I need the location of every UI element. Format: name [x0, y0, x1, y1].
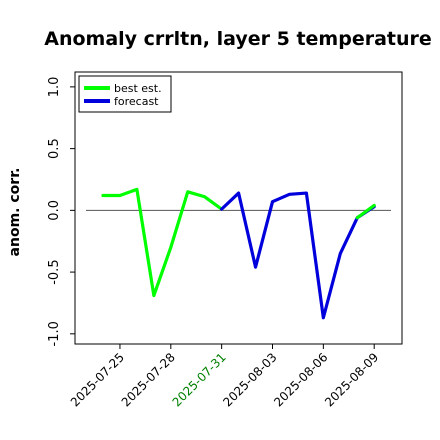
y-tick-label: -0.5 — [47, 259, 62, 284]
x-axis-ticks: 2025-07-252025-07-282025-07-312025-08-03… — [68, 344, 381, 409]
series-line-best-est — [101, 187, 224, 298]
legend-box — [78, 75, 172, 113]
series-line-forecast — [220, 191, 376, 320]
series-layer — [101, 187, 376, 320]
x-tick-label: 2025-08-03 — [220, 350, 279, 409]
x-tick-label: 2025-08-09 — [322, 350, 381, 409]
y-axis-ticks: -1.0 -0.5 0.0 0.5 1.0 — [47, 77, 75, 347]
x-tick-label: 2025-07-31 — [170, 350, 229, 409]
y-tick-label: -1.0 — [47, 321, 62, 346]
legend-label-forecast: forecast — [114, 95, 159, 108]
y-tick-label: 0.0 — [47, 200, 62, 221]
x-tick-label: 2025-07-28 — [119, 350, 178, 409]
series-line-extra-2 — [355, 203, 376, 220]
y-axis-label: anom. corr. — [7, 168, 23, 257]
plot-frame — [74, 71, 403, 345]
x-tick-label: 2025-07-25 — [68, 350, 127, 409]
legend: best est. forecast — [78, 75, 172, 113]
chart-title: Anomaly crrltn, layer 5 temperature — [44, 28, 432, 50]
legend-label-best-est: best est. — [114, 82, 162, 95]
y-tick-label: 0.5 — [47, 138, 62, 159]
y-tick-label: 1.0 — [47, 77, 62, 98]
x-tick-label: 2025-08-06 — [271, 350, 330, 409]
